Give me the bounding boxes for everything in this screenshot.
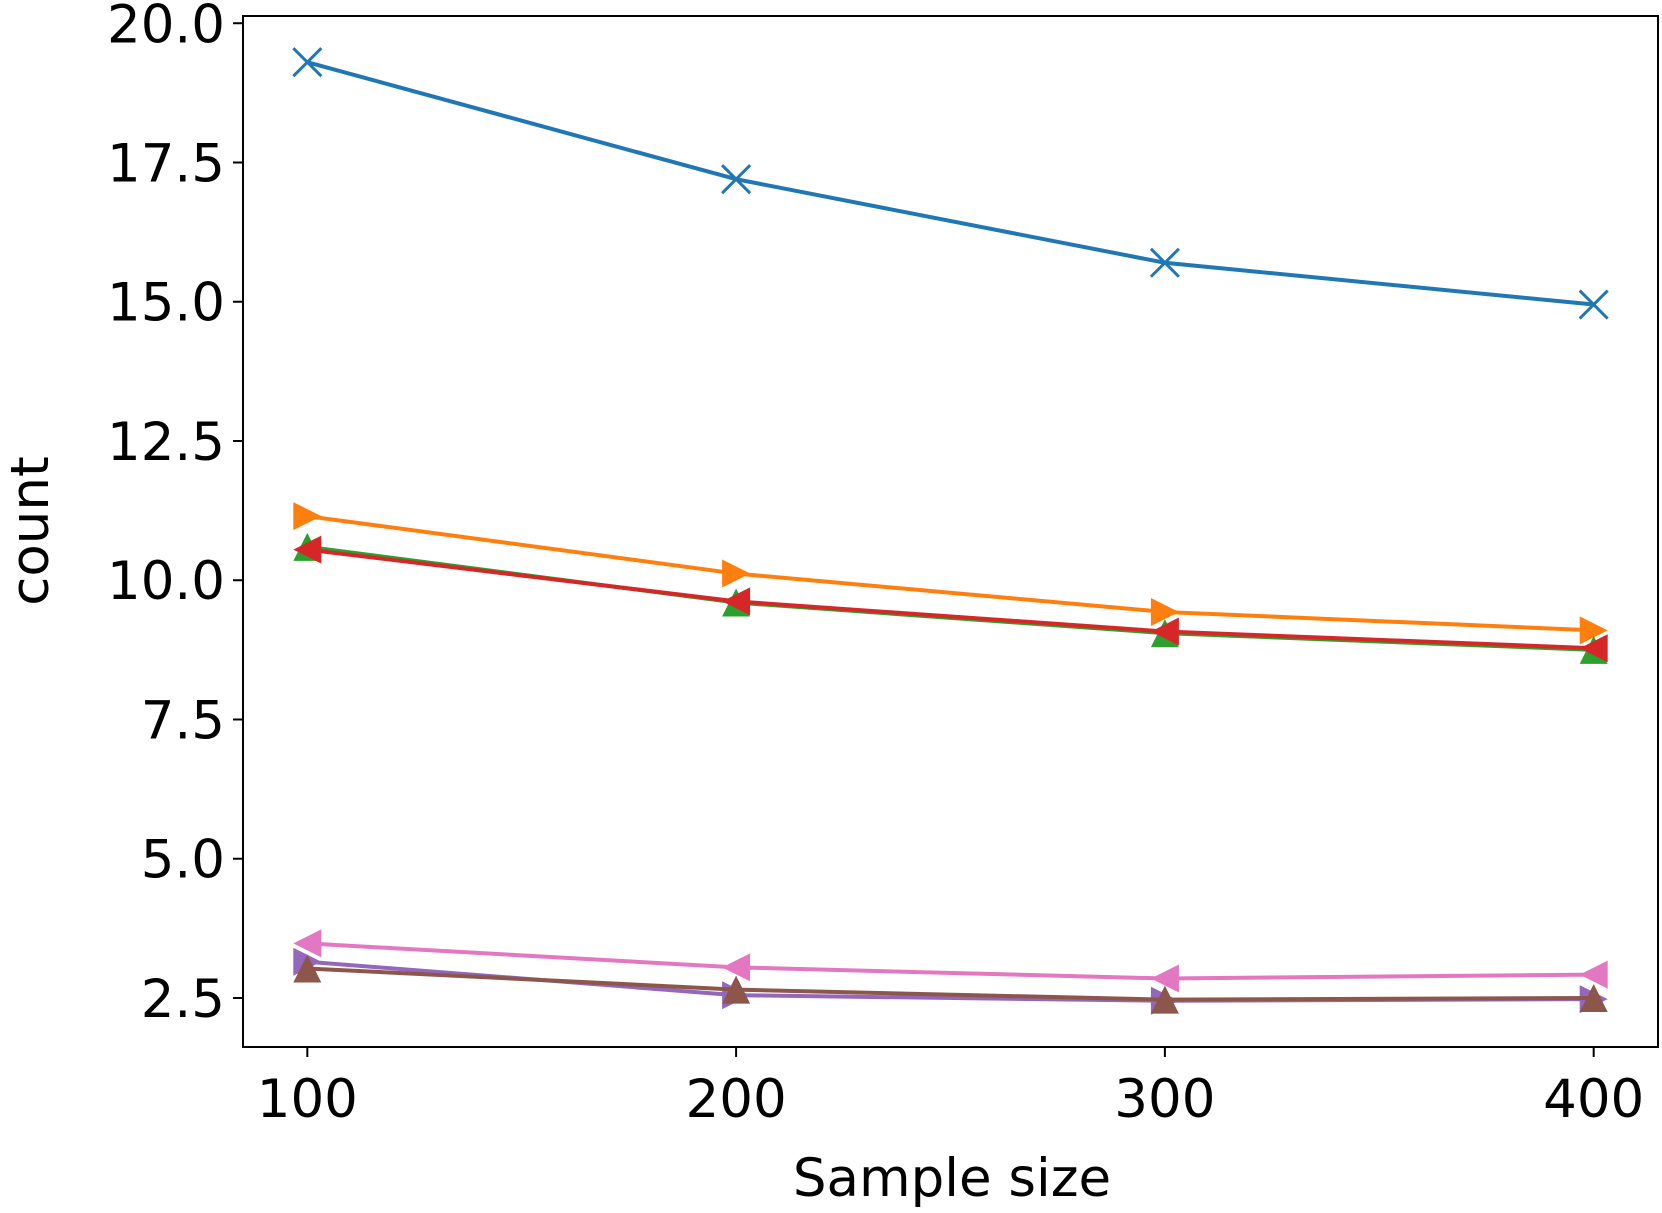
- series-line: [307, 544, 1594, 652]
- series-line: [307, 514, 1594, 633]
- series: [293, 947, 1608, 1015]
- marker: [1150, 617, 1179, 646]
- y-tick-label: 5.0: [141, 830, 225, 891]
- marker: [293, 535, 322, 564]
- y-tick-label: 7.5: [141, 690, 225, 751]
- series: [293, 535, 1608, 663]
- marker: [721, 164, 752, 195]
- y-tick-label: 15.0: [107, 273, 225, 334]
- y-tick-label: 10.0: [107, 551, 225, 612]
- marker: [1578, 289, 1609, 320]
- marker: [1150, 964, 1179, 993]
- marker: [293, 954, 322, 983]
- series-line: [307, 941, 1594, 981]
- marker: [722, 975, 751, 1004]
- y-axis-label: count: [0, 456, 61, 606]
- marker: [293, 929, 322, 958]
- series-line: [307, 966, 1594, 1002]
- marker: [293, 502, 322, 531]
- x-tick-label: 100: [257, 1069, 358, 1130]
- x-tick-label: 300: [1114, 1069, 1215, 1130]
- marker: [1579, 983, 1608, 1012]
- marker: [1579, 616, 1608, 645]
- plot-frame: [242, 15, 1659, 1048]
- series: [293, 929, 1608, 993]
- marker: [1150, 985, 1179, 1014]
- y-tick-label: 12.5: [107, 412, 225, 473]
- marker: [1149, 247, 1180, 278]
- marker: [1579, 634, 1608, 663]
- x-axis-label: Sample size: [793, 1148, 1111, 1209]
- marker: [292, 47, 323, 78]
- marker: [1579, 960, 1608, 989]
- y-tick-label: 2.5: [141, 969, 225, 1030]
- marker: [722, 953, 751, 982]
- marker: [722, 587, 751, 616]
- marker: [1150, 597, 1179, 626]
- marker: [722, 559, 751, 588]
- series: [293, 502, 1608, 645]
- series: [292, 47, 1609, 320]
- y-tick-label: 20.0: [107, 0, 225, 55]
- series: [293, 532, 1608, 664]
- series: [293, 954, 1608, 1014]
- x-tick-label: 400: [1543, 1069, 1644, 1130]
- series-line: [307, 547, 1594, 651]
- y-tick-label: 17.5: [107, 133, 225, 194]
- x-tick-label: 200: [686, 1069, 787, 1130]
- series-line: [306, 60, 1594, 307]
